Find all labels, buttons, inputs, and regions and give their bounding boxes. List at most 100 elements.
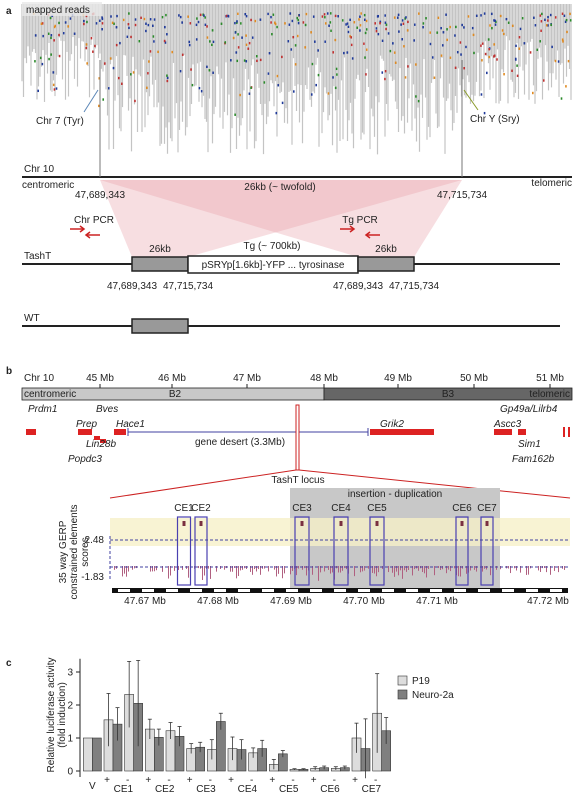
read-variant	[484, 52, 487, 56]
read-variant	[341, 19, 344, 22]
read-variant	[433, 76, 436, 79]
label: insertion - duplication	[348, 489, 443, 500]
read-variant	[289, 12, 292, 15]
gerp-signal	[564, 566, 565, 570]
read-variant	[52, 83, 55, 87]
read-variant	[86, 20, 88, 24]
read-variant	[94, 44, 96, 48]
read-variant	[200, 90, 203, 93]
read-variant	[449, 25, 451, 29]
read-variant	[69, 17, 72, 20]
read-variant	[406, 29, 409, 32]
gene	[100, 439, 106, 443]
group-label: CE2	[155, 784, 175, 795]
gerp-signal	[406, 566, 407, 572]
panel-label: a	[6, 6, 12, 17]
read-variant	[92, 50, 94, 53]
read-variant	[267, 72, 270, 75]
read-variant	[393, 51, 396, 54]
read-variant	[557, 60, 560, 63]
dup-box	[357, 256, 415, 272]
gerp-signal	[520, 566, 521, 573]
read-variant	[297, 21, 300, 25]
primer-head	[349, 225, 356, 233]
gene	[114, 429, 126, 435]
read-variant	[494, 23, 497, 26]
read-variant	[101, 22, 104, 25]
read-variant	[178, 14, 180, 17]
read-variant	[387, 32, 390, 35]
read-variant	[328, 24, 330, 27]
mb-label: 45 Mb	[86, 373, 114, 384]
scale-segment	[478, 589, 490, 592]
read-variant	[456, 50, 459, 54]
gerp-signal	[264, 566, 265, 569]
read-variant	[247, 47, 250, 50]
read-variant	[199, 13, 202, 17]
read-variant	[58, 33, 60, 37]
label: gene desert (3.3Mb)	[195, 437, 285, 448]
tasht-locus	[295, 404, 300, 471]
read-variant	[224, 41, 227, 44]
read-variant	[164, 41, 167, 44]
read-variant	[110, 15, 112, 18]
x-tick-label: -	[126, 775, 129, 786]
read-variant	[103, 62, 106, 65]
ce-box	[333, 516, 349, 586]
gerp-signal	[376, 566, 377, 577]
read-variant	[85, 43, 88, 46]
gerp-signal	[260, 566, 261, 575]
read-variant	[483, 12, 486, 15]
gerp-signal	[540, 566, 541, 572]
read-variant	[324, 22, 327, 25]
read-variant	[415, 95, 417, 98]
read-variant	[98, 77, 101, 80]
read-variant	[244, 12, 247, 16]
zoom-tick: 47.67 Mb	[124, 596, 166, 607]
read-variant	[324, 16, 326, 19]
scale-segment	[214, 589, 226, 592]
gerp-signal	[428, 566, 429, 569]
read-variant	[431, 56, 434, 59]
read-variant	[190, 68, 192, 71]
read-variant	[347, 30, 350, 34]
primer-head	[79, 225, 86, 233]
gerp-signal	[470, 566, 471, 571]
gerp-signal	[354, 566, 355, 577]
read-variant	[41, 62, 44, 66]
read-variant	[203, 14, 205, 17]
gerp-signal	[204, 566, 205, 576]
read-variant	[292, 35, 295, 39]
read-variant	[363, 42, 365, 45]
read-variant	[518, 36, 521, 39]
gerp-signal	[484, 566, 485, 569]
gerp-signal	[398, 566, 399, 576]
read-variant	[365, 73, 367, 76]
panel-label: c	[6, 658, 12, 669]
read-variant	[350, 43, 353, 47]
read-variant	[130, 35, 132, 39]
read-variant	[350, 36, 353, 39]
read-variant	[153, 40, 155, 43]
read-variant	[563, 14, 566, 17]
read-variant	[549, 13, 552, 17]
read-variant	[109, 57, 112, 60]
read-variant	[296, 16, 299, 20]
read-variant	[489, 24, 491, 27]
duplication-map	[100, 180, 462, 257]
read-variant	[212, 40, 215, 44]
position: 47,715,734	[163, 281, 213, 292]
read-variant	[540, 20, 543, 23]
ce-peak	[485, 521, 489, 526]
read-variant	[134, 23, 137, 27]
read-variant	[274, 21, 276, 24]
read-variant	[326, 12, 329, 15]
read-variant	[455, 25, 457, 29]
read-variant	[305, 12, 308, 16]
scale-segment	[118, 589, 130, 592]
read-variant	[145, 29, 147, 33]
x-tick-label: -	[291, 775, 294, 786]
read-variant	[317, 49, 319, 52]
mb-label: 51 Mb	[536, 373, 564, 384]
read-variant	[53, 39, 55, 42]
